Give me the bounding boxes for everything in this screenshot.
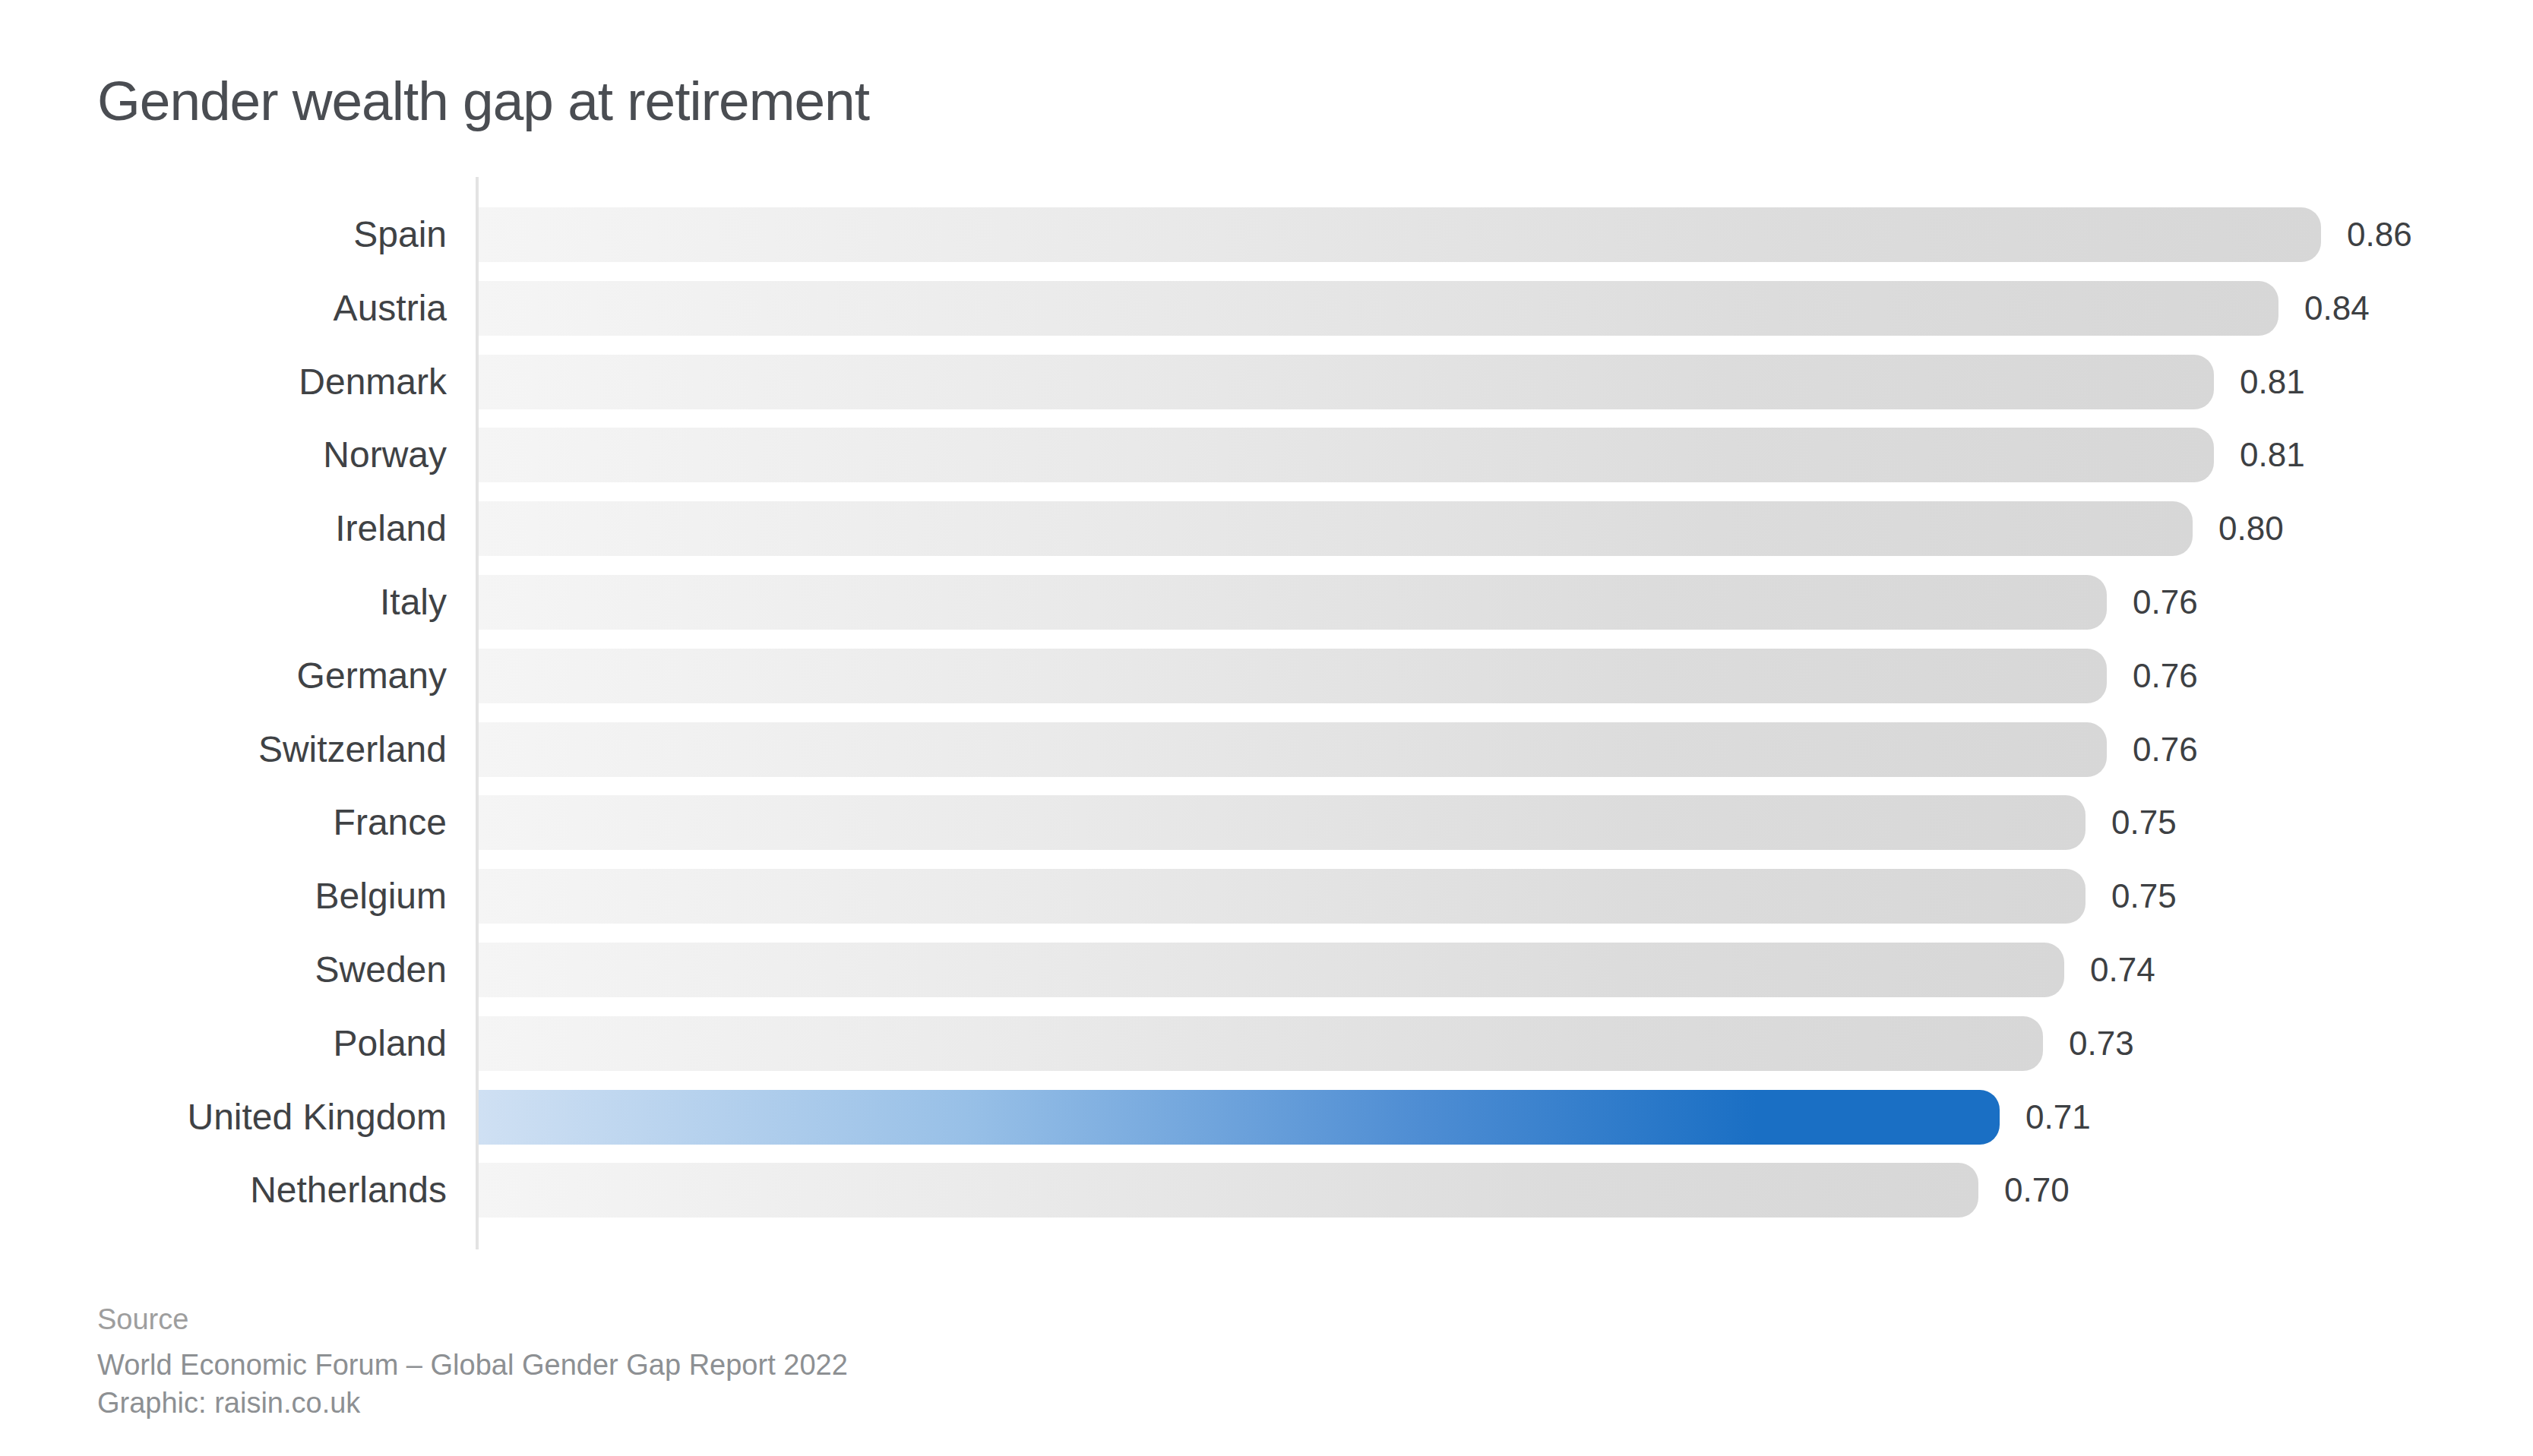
value-label: 0.76 [2133, 722, 2198, 777]
graphic-credit: Graphic: raisin.co.uk [97, 1384, 848, 1422]
value-label: 0.81 [2240, 428, 2305, 482]
category-label: Germany [0, 649, 447, 703]
bar [479, 281, 2278, 336]
category-label: Sweden [0, 943, 447, 997]
bar-row: United Kingdom 0.71 [0, 1090, 2533, 1145]
value-label: 0.70 [2004, 1163, 2070, 1218]
category-label: Poland [0, 1016, 447, 1071]
bar [479, 649, 2107, 703]
bar-row: Italy 0.76 [0, 575, 2533, 630]
bar [479, 722, 2107, 777]
category-label: Ireland [0, 501, 447, 556]
category-label: Italy [0, 575, 447, 630]
value-label: 0.71 [2025, 1090, 2091, 1145]
value-label: 0.76 [2133, 649, 2198, 703]
bar-row: France 0.75 [0, 795, 2533, 850]
bar [479, 1163, 1978, 1218]
category-label: Spain [0, 207, 447, 262]
source-block: Source World Economic Forum – Global Gen… [97, 1300, 848, 1422]
value-label: 0.74 [2090, 943, 2155, 997]
bar-row: Poland 0.73 [0, 1016, 2533, 1071]
category-label: Norway [0, 428, 447, 482]
value-label: 0.76 [2133, 575, 2198, 630]
source-label: Source [97, 1300, 848, 1338]
category-label: United Kingdom [0, 1090, 447, 1145]
bar [479, 207, 2321, 262]
source-attribution: World Economic Forum – Global Gender Gap… [97, 1346, 848, 1384]
value-label: 0.81 [2240, 355, 2305, 409]
chart-title: Gender wealth gap at retirement [97, 73, 869, 128]
bar-row: Austria 0.84 [0, 281, 2533, 336]
highlight-bar [479, 1090, 2000, 1145]
bar-row: Norway 0.81 [0, 428, 2533, 482]
bar-row: Sweden 0.74 [0, 943, 2533, 997]
bar-row: Denmark 0.81 [0, 355, 2533, 409]
category-label: Austria [0, 281, 447, 336]
bar-chart-plot-area: Spain 0.86 Austria 0.84 Denmark 0.81 Norway 0.8… [0, 177, 2533, 1249]
bar-row: Germany 0.76 [0, 649, 2533, 703]
bar [479, 355, 2214, 409]
bar [479, 795, 2086, 850]
category-label: Netherlands [0, 1163, 447, 1218]
value-label: 0.75 [2111, 795, 2177, 850]
category-label: Denmark [0, 355, 447, 409]
value-label: 0.75 [2111, 869, 2177, 924]
value-label: 0.73 [2069, 1016, 2134, 1071]
value-label: 0.80 [2218, 501, 2284, 556]
bar-row: Belgium 0.75 [0, 869, 2533, 924]
bar [479, 943, 2064, 997]
category-label: Belgium [0, 869, 447, 924]
bar [479, 428, 2214, 482]
bar-row: Ireland 0.80 [0, 501, 2533, 556]
bar-row: Spain 0.86 [0, 207, 2533, 262]
bar-row: Switzerland 0.76 [0, 722, 2533, 777]
bar-row: Netherlands 0.70 [0, 1163, 2533, 1218]
chart-canvas: Gender wealth gap at retirement Spain 0.8… [0, 0, 2533, 1456]
bar [479, 869, 2086, 924]
y-axis-line [476, 177, 479, 1249]
value-label: 0.84 [2304, 281, 2370, 336]
category-label: Switzerland [0, 722, 447, 777]
bar [479, 1016, 2043, 1071]
bar [479, 575, 2107, 630]
bar [479, 501, 2193, 556]
category-label: France [0, 795, 447, 850]
value-label: 0.86 [2347, 207, 2412, 262]
